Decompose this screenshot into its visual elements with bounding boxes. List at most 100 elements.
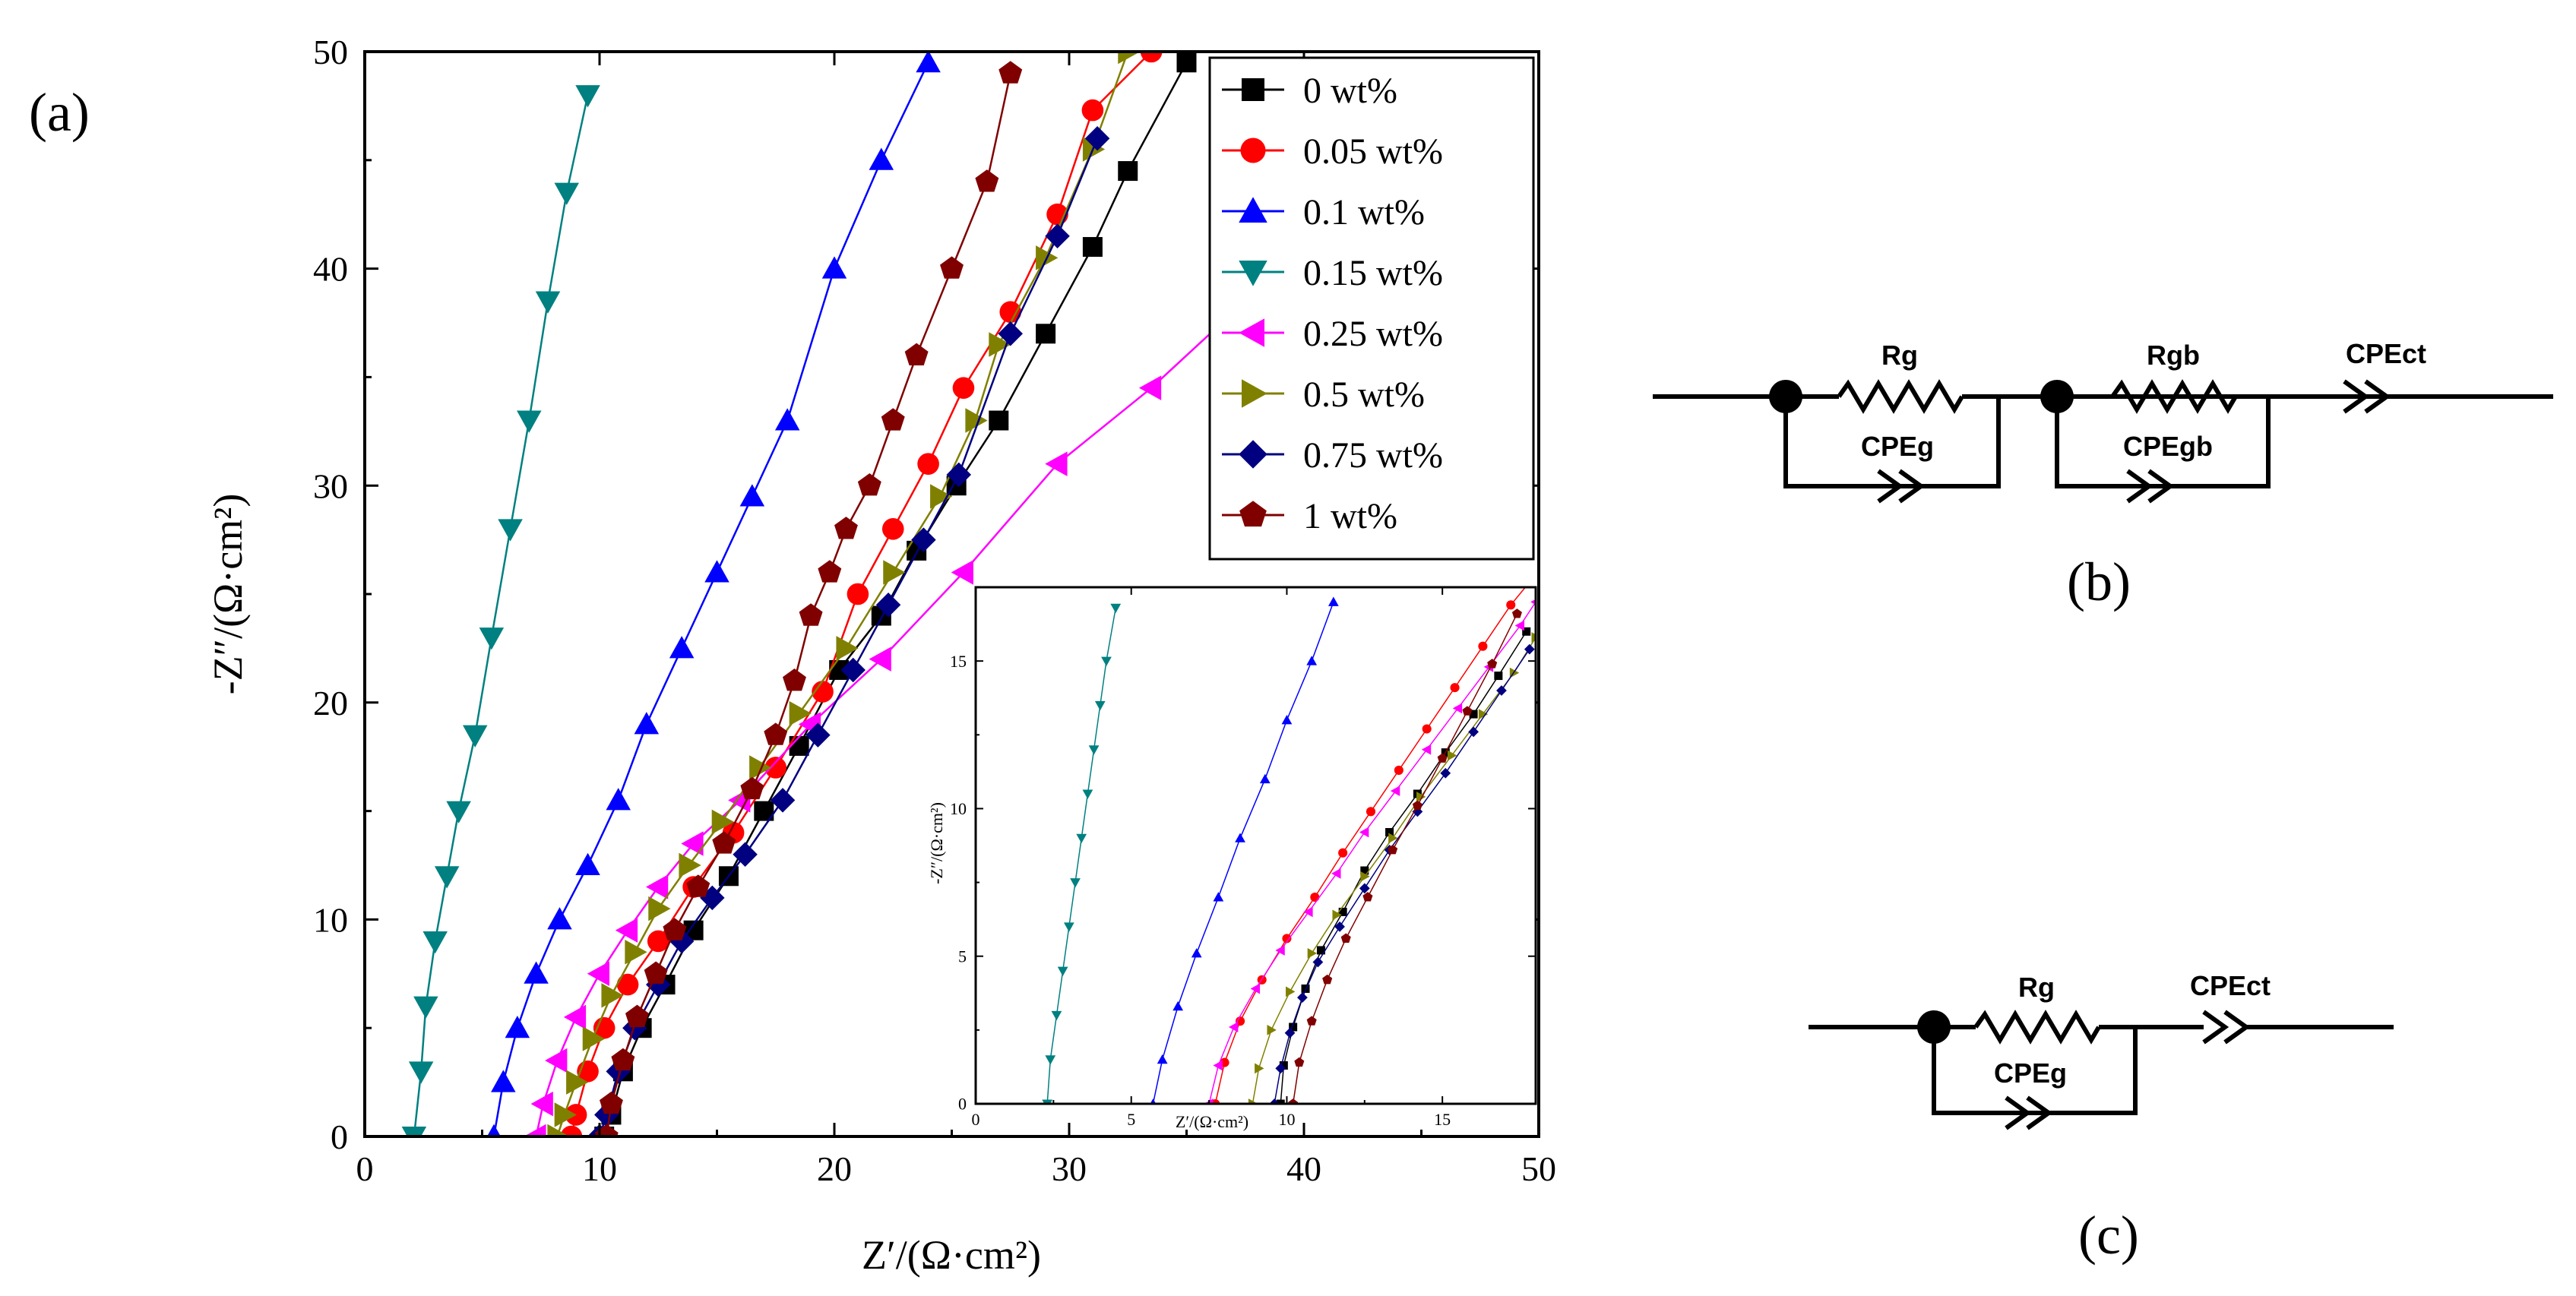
data-point <box>799 603 823 626</box>
data-point <box>1528 574 1537 583</box>
data-point <box>805 722 831 748</box>
circuit-c-cpe-ct-arrow1 <box>2202 1010 2229 1045</box>
x-tick-label: 30 <box>1052 1149 1087 1188</box>
data-point <box>1235 833 1245 842</box>
y-tick-label: 10 <box>950 799 967 818</box>
circuit-b-cpe-g-arrow2 <box>1898 469 1926 504</box>
data-point <box>869 646 891 672</box>
series-0-05-wt- <box>1210 574 1537 1104</box>
y-tick-label: 5 <box>958 947 967 966</box>
legend-marker <box>1242 379 1267 408</box>
y-tick-label: 15 <box>950 652 967 671</box>
data-point <box>998 321 1023 346</box>
data-point <box>1045 1055 1056 1065</box>
data-point <box>1394 765 1404 775</box>
main-x-axis-label: Z′/(Ω·cm²) <box>862 1232 1041 1278</box>
data-point <box>965 408 988 433</box>
inset-x-axis-label: Z′/(Ω·cm²) <box>1176 1112 1248 1131</box>
data-point <box>646 874 669 899</box>
data-point <box>1316 946 1325 955</box>
circuit-b-cpe-gb-arrow2 <box>2147 469 2175 504</box>
data-point <box>911 527 936 552</box>
data-point <box>1462 706 1473 716</box>
data-point <box>1094 700 1106 711</box>
series-0-5-wt- <box>547 52 1141 1136</box>
data-point <box>1440 767 1451 779</box>
legend-item: 1 wt% <box>1222 496 1397 536</box>
data-point <box>1468 726 1479 738</box>
data-point <box>599 1091 623 1114</box>
data-point <box>686 874 710 897</box>
data-point <box>1385 828 1394 837</box>
circuit-b-label-cpect: CPEct <box>2346 338 2426 369</box>
y-tick-label: 30 <box>313 466 348 505</box>
circuit-diagram-c <box>1809 1010 2394 1130</box>
data-point <box>1306 656 1318 665</box>
y-tick-label: 10 <box>313 901 348 940</box>
data-point <box>704 560 729 583</box>
data-point <box>625 1004 649 1028</box>
data-point <box>1301 984 1310 993</box>
data-point <box>408 1061 434 1084</box>
data-point <box>770 788 796 813</box>
data-point <box>1213 892 1224 902</box>
inset-series-group <box>1042 574 1537 1104</box>
data-point <box>594 1124 619 1136</box>
data-point <box>1284 1027 1296 1038</box>
data-point <box>524 1124 546 1136</box>
data-point <box>916 52 941 73</box>
data-point <box>545 1048 568 1073</box>
data-point <box>1506 600 1516 610</box>
data-point <box>1297 992 1308 1003</box>
data-point <box>606 788 631 811</box>
data-point <box>749 755 772 780</box>
legend-item: 0 wt% <box>1222 71 1397 111</box>
circuit-b-label-cpegb: CPEgb <box>2123 431 2213 462</box>
series-0-1-wt- <box>1150 596 1339 1104</box>
data-point <box>554 182 579 205</box>
data-point <box>634 712 660 735</box>
data-point <box>1110 603 1122 614</box>
data-point <box>422 931 448 954</box>
data-point <box>535 291 561 314</box>
circuit-b-label-rgb: Rgb <box>2147 340 2200 371</box>
legend-marker <box>1242 78 1264 101</box>
y-tick-label: 0 <box>958 1095 967 1114</box>
data-point <box>625 939 647 965</box>
series-line <box>1208 602 1536 1104</box>
data-point <box>401 1127 427 1136</box>
data-point <box>1082 237 1103 258</box>
data-point <box>1150 1098 1157 1104</box>
data-point <box>462 725 488 748</box>
legend-label: 0.1 wt% <box>1303 192 1425 232</box>
data-point <box>647 930 669 953</box>
data-point <box>563 1004 587 1030</box>
inset-chart: 0 5 10 15 0 5 10 15 Z′/(Ω·cm²) -Z″/(Ω·cm²) <box>927 574 1537 1131</box>
data-point <box>836 636 859 661</box>
circuit-b-resistor-rgb <box>2110 379 2238 414</box>
legend-marker <box>1239 318 1264 347</box>
data-point <box>1303 906 1313 918</box>
data-point <box>486 1124 501 1136</box>
data-point <box>1340 933 1351 943</box>
series-1-wt- <box>594 61 1023 1136</box>
main-series-group <box>401 52 1337 1136</box>
circuit-b-label-cpeg: CPEg <box>1861 431 1934 462</box>
data-point <box>1331 868 1341 879</box>
data-point <box>566 1070 589 1095</box>
data-point <box>989 410 1009 431</box>
data-point <box>712 831 736 854</box>
x-tick-label: 10 <box>582 1149 617 1188</box>
data-point <box>1228 1022 1239 1032</box>
legend-label: 0.75 wt% <box>1303 435 1443 476</box>
y-tick-label: 0 <box>331 1117 348 1156</box>
data-point <box>679 852 701 878</box>
y-tick-label: 20 <box>313 684 348 722</box>
data-point <box>1036 324 1056 344</box>
legend-label: 0 wt% <box>1303 71 1397 111</box>
data-point <box>434 866 460 889</box>
data-point <box>1279 1061 1288 1070</box>
data-point <box>554 1102 577 1127</box>
data-point <box>1276 1099 1285 1104</box>
